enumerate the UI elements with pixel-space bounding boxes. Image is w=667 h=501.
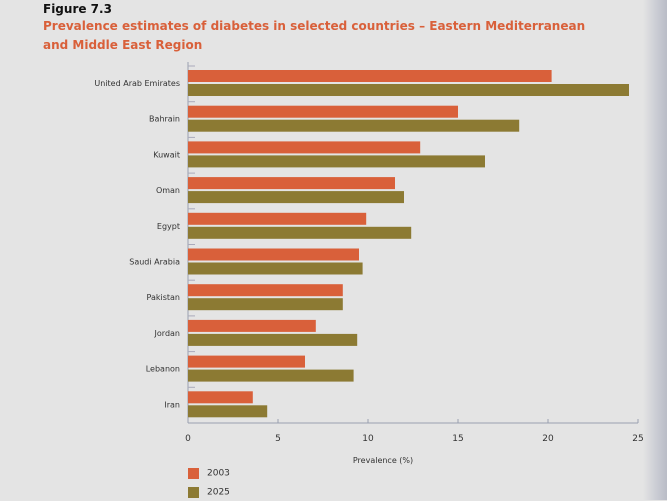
- category-label: Egypt: [157, 222, 180, 231]
- bar-2025-pakistan: [188, 298, 343, 311]
- bar-2025-saudi-arabia: [188, 262, 363, 275]
- bar-2003-jordan: [188, 319, 316, 332]
- bar-2003-lebanon: [188, 355, 305, 368]
- legend-swatch-2025: [188, 487, 199, 498]
- x-tick-label: 15: [452, 434, 463, 444]
- category-label: Pakistan: [147, 293, 181, 302]
- legend-item-2025: 2025: [188, 482, 230, 501]
- bar-2003-pakistan: [188, 284, 343, 297]
- legend-label: 2025: [207, 487, 230, 498]
- x-tick-label: 25: [632, 434, 643, 444]
- bar-2003-iran: [188, 391, 253, 404]
- x-tick-label: 20: [542, 434, 554, 444]
- legend-swatch-2003: [188, 468, 199, 479]
- bar-2003-oman: [188, 177, 395, 190]
- bar-2003-kuwait: [188, 141, 421, 154]
- bar-2025-bahrain: [188, 119, 520, 132]
- legend-label: 2003: [207, 468, 230, 479]
- x-tick-label: 5: [275, 434, 281, 444]
- bar-2025-egypt: [188, 226, 412, 239]
- figure-label: Figure 7.3: [43, 2, 112, 16]
- legend-item-2003: 2003: [188, 463, 230, 482]
- bar-2003-united-arab-emirates: [188, 70, 552, 82]
- category-label: Jordan: [154, 329, 180, 338]
- bar-2025-kuwait: [188, 155, 485, 168]
- bar-2025-iran: [188, 405, 268, 418]
- bar-2025-oman: [188, 191, 404, 204]
- x-axis-label: Prevalence (%): [353, 456, 413, 465]
- category-label: Oman: [156, 186, 180, 195]
- bar-2025-united-arab-emirates: [188, 84, 629, 96]
- chart-title: Prevalence estimates of diabetes in sele…: [43, 19, 586, 52]
- bar-2025-lebanon: [188, 369, 354, 382]
- category-label: United Arab Emirates: [94, 79, 180, 88]
- category-label: Saudi Arabia: [129, 258, 180, 267]
- x-tick-label: 0: [185, 434, 191, 444]
- category-label: Iran: [164, 400, 180, 409]
- category-label: Kuwait: [153, 150, 180, 159]
- category-label: Lebanon: [146, 365, 180, 374]
- bar-2003-saudi-arabia: [188, 248, 359, 261]
- x-tick-label: 10: [362, 434, 374, 444]
- bar-2003-egypt: [188, 212, 367, 225]
- page-edge-shadow: [643, 0, 667, 500]
- bar-2025-jordan: [188, 333, 358, 346]
- bar-2003-bahrain: [188, 105, 458, 118]
- category-label: Bahrain: [149, 115, 180, 124]
